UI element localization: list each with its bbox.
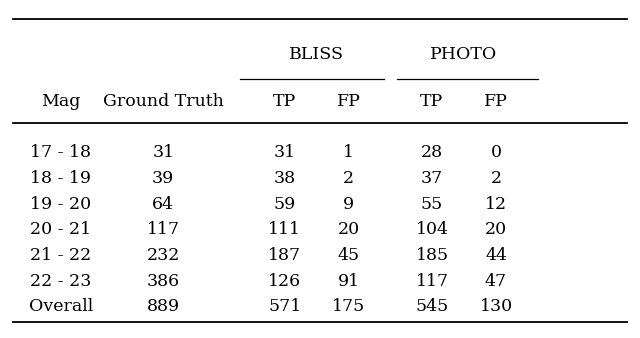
Text: 31: 31 (274, 144, 296, 161)
Text: 18 - 19: 18 - 19 (30, 170, 92, 187)
Text: 111: 111 (268, 221, 301, 238)
Text: 55: 55 (421, 196, 443, 213)
Text: 39: 39 (152, 170, 174, 187)
Text: 44: 44 (485, 247, 507, 264)
Text: 117: 117 (147, 221, 180, 238)
Text: Ground Truth: Ground Truth (103, 93, 223, 110)
Text: 0: 0 (490, 144, 502, 161)
Text: 232: 232 (147, 247, 180, 264)
Text: 37: 37 (421, 170, 443, 187)
Text: 545: 545 (415, 298, 449, 315)
Text: 47: 47 (485, 273, 507, 290)
Text: 20 - 21: 20 - 21 (30, 221, 92, 238)
Text: 59: 59 (274, 196, 296, 213)
Text: 17 - 18: 17 - 18 (30, 144, 92, 161)
Text: 1: 1 (343, 144, 355, 161)
Text: 28: 28 (421, 144, 443, 161)
Text: 126: 126 (268, 273, 301, 290)
Text: 2: 2 (343, 170, 355, 187)
Text: TP: TP (420, 93, 444, 110)
Text: BLISS: BLISS (289, 46, 344, 63)
Text: FP: FP (484, 93, 508, 110)
Text: Overall: Overall (29, 298, 93, 315)
Text: 130: 130 (479, 298, 513, 315)
Text: 19 - 20: 19 - 20 (30, 196, 92, 213)
Text: 889: 889 (147, 298, 180, 315)
Text: 38: 38 (274, 170, 296, 187)
Text: 31: 31 (152, 144, 174, 161)
Text: Mag: Mag (41, 93, 81, 110)
Text: 9: 9 (343, 196, 355, 213)
Text: 22 - 23: 22 - 23 (30, 273, 92, 290)
Text: 571: 571 (268, 298, 301, 315)
Text: 64: 64 (152, 196, 174, 213)
Text: PHOTO: PHOTO (430, 46, 498, 63)
Text: 45: 45 (338, 247, 360, 264)
Text: 187: 187 (268, 247, 301, 264)
Text: 386: 386 (147, 273, 180, 290)
Text: 20: 20 (338, 221, 360, 238)
Text: 20: 20 (485, 221, 507, 238)
Text: 91: 91 (338, 273, 360, 290)
Text: TP: TP (273, 93, 296, 110)
Text: 21 - 22: 21 - 22 (30, 247, 92, 264)
Text: 117: 117 (415, 273, 449, 290)
Text: 185: 185 (415, 247, 449, 264)
Text: 12: 12 (485, 196, 507, 213)
Text: 175: 175 (332, 298, 365, 315)
Text: 2: 2 (490, 170, 502, 187)
Text: FP: FP (337, 93, 361, 110)
Text: 104: 104 (415, 221, 449, 238)
